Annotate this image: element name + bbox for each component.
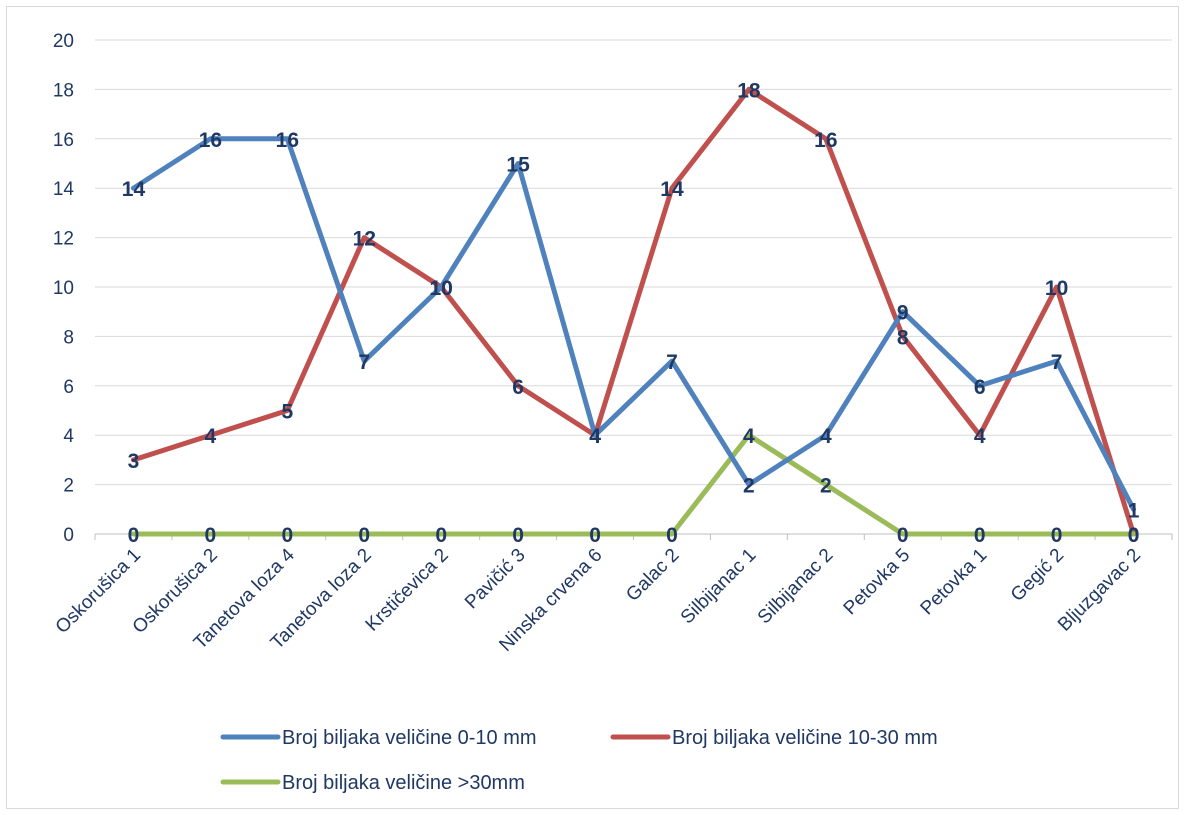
data-label: 0: [1051, 524, 1063, 547]
chart-frame: [6, 6, 1179, 809]
y-tick-label: 10: [53, 278, 74, 299]
data-label: 3: [128, 450, 140, 473]
data-label: 6: [974, 376, 986, 399]
x-tick-label: Bljuzgavac 2: [1054, 545, 1145, 636]
y-tick-label: 0: [63, 525, 74, 546]
x-tick-label: Petovka 5: [840, 545, 915, 620]
legend-item: Broj biljaka veličine 0-10 mm: [220, 727, 537, 749]
x-tick-label: Krstičevica 2: [362, 545, 453, 636]
y-tick-label: 2: [63, 476, 74, 497]
data-label: 6: [512, 376, 524, 399]
data-label: 0: [666, 524, 678, 547]
data-label: 0: [1128, 524, 1140, 547]
series-line: [130, 136, 1137, 512]
legend-item: Broj biljaka veličine 10-30 mm: [610, 727, 938, 749]
data-label: 0: [589, 524, 601, 547]
data-label: 0: [205, 524, 217, 547]
data-label: 7: [358, 351, 370, 374]
x-tick-label: Pavičić 3: [461, 545, 530, 614]
legend-label: Broj biljaka veličine >30mm: [282, 772, 525, 794]
data-label: 12: [353, 228, 376, 251]
data-label: 7: [1051, 351, 1063, 374]
data-label: 4: [589, 425, 601, 448]
data-label: 4: [974, 425, 986, 448]
y-tick-label: 20: [53, 31, 74, 52]
data-label: 16: [814, 129, 837, 152]
data-label: 10: [429, 277, 452, 300]
data-label: 0: [358, 524, 370, 547]
data-label: 4: [820, 425, 832, 448]
data-label: 0: [435, 524, 447, 547]
data-label: 15: [506, 154, 530, 177]
data-label: 1: [1128, 499, 1140, 522]
y-tick-label: 6: [63, 377, 74, 398]
y-tick-label: 16: [53, 130, 74, 151]
data-label: 2: [820, 475, 832, 498]
y-tick-label: 8: [63, 327, 74, 348]
gridlines: [94, 39, 1173, 540]
x-tick-label: Petovka 1: [917, 545, 992, 620]
data-label: 5: [281, 401, 293, 424]
data-label: 10: [1045, 277, 1068, 300]
data-label: 0: [897, 524, 909, 547]
data-label: 4: [205, 425, 217, 448]
data-label: 4: [589, 425, 601, 448]
data-label: 16: [276, 129, 299, 152]
y-tick-label: 18: [53, 80, 74, 101]
data-label: 2: [743, 475, 755, 498]
legend-label: Broj biljaka veličine 0-10 mm: [282, 727, 537, 749]
x-tick-label: Silbijanac 2: [754, 545, 838, 629]
data-label: 0: [512, 524, 524, 547]
x-tick-label: Galac 2: [622, 545, 683, 606]
data-label: 4: [743, 425, 755, 448]
data-label: 14: [122, 178, 146, 201]
data-label: 0: [128, 524, 140, 547]
data-label: 14: [660, 178, 684, 201]
x-tick-label: Silbijanac 1: [677, 545, 761, 629]
data-label: 0: [281, 524, 293, 547]
data-label: 9: [897, 302, 909, 325]
data-label: 10: [429, 277, 452, 300]
data-label: 8: [897, 326, 909, 349]
y-tick-label: 4: [63, 426, 74, 447]
y-axis-ticks: 0 2 4 6 8 10 12 14 16 18 20: [53, 31, 75, 546]
data-label: 7: [666, 351, 678, 374]
y-tick-label: 14: [53, 179, 75, 200]
data-label: 0: [974, 524, 986, 547]
series-line: [130, 432, 1137, 537]
x-tick-label: Gegić 2: [1007, 545, 1068, 606]
series-line: [130, 86, 1137, 537]
series-lines: [130, 86, 1137, 537]
y-tick-label: 12: [53, 229, 74, 250]
data-label: 16: [199, 129, 222, 152]
data-label: 18: [737, 79, 761, 102]
legend-item: Broj biljaka veličine >30mm: [220, 772, 525, 794]
legend-label: Broj biljaka veličine 10-30 mm: [672, 727, 938, 749]
legend: Broj biljaka veličine 0-10 mm Broj biljak…: [220, 727, 938, 794]
data-label: 0: [1128, 524, 1140, 547]
